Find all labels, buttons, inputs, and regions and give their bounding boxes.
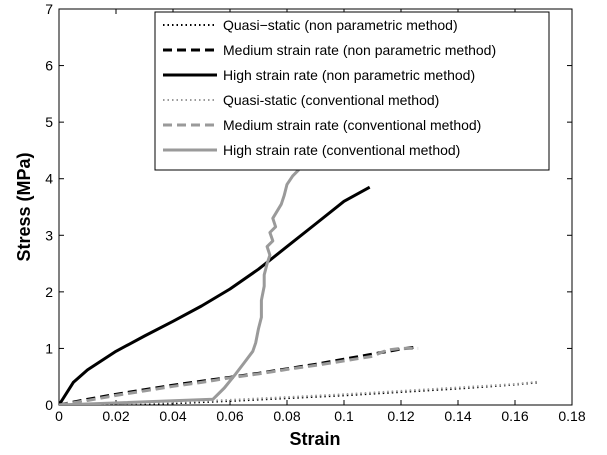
series-line-6 [59, 163, 303, 405]
y-tick-label: 0 [45, 397, 53, 413]
legend-label: Quasi−static (non parametric method) [223, 17, 458, 33]
x-tick-label: 0.12 [387, 408, 414, 424]
x-axis-label: Strain [289, 429, 340, 449]
legend: Quasi−static (non parametric method) Medi… [154, 11, 550, 171]
x-tick-label: 0.08 [273, 408, 300, 424]
y-tick-label: 2 [45, 284, 53, 300]
legend-label: Medium strain rate (conventional method) [223, 117, 481, 133]
x-tick-label: 0.04 [159, 408, 186, 424]
legend-box [154, 11, 550, 171]
x-tick-label: 0.1 [334, 408, 354, 424]
x-tick-label: 0.16 [501, 408, 528, 424]
x-tick-label: 0.14 [444, 408, 471, 424]
y-tick-label: 6 [45, 58, 53, 74]
y-axis-label: Stress (MPa) [14, 152, 34, 261]
y-tick-label: 5 [45, 114, 53, 130]
legend-label: High strain rate (conventional method) [223, 142, 460, 158]
legend-label: Quasi-static (conventional method) [223, 92, 439, 108]
x-tick-label: 0.18 [558, 408, 585, 424]
x-tick-label: 0 [55, 408, 63, 424]
x-tick-label: 0.06 [216, 408, 243, 424]
y-tick-label: 3 [45, 227, 53, 243]
y-tick-label: 7 [45, 1, 53, 17]
series-line-3 [59, 185, 371, 405]
x-tick-label: 0.02 [102, 408, 129, 424]
y-tick-label: 4 [45, 171, 53, 187]
legend-label: Medium strain rate (non parametric metho… [223, 42, 496, 58]
y-tick-label: 1 [45, 340, 53, 356]
legend-label: High strain rate (non parametric method) [223, 67, 475, 83]
series-line-5 [59, 346, 419, 405]
